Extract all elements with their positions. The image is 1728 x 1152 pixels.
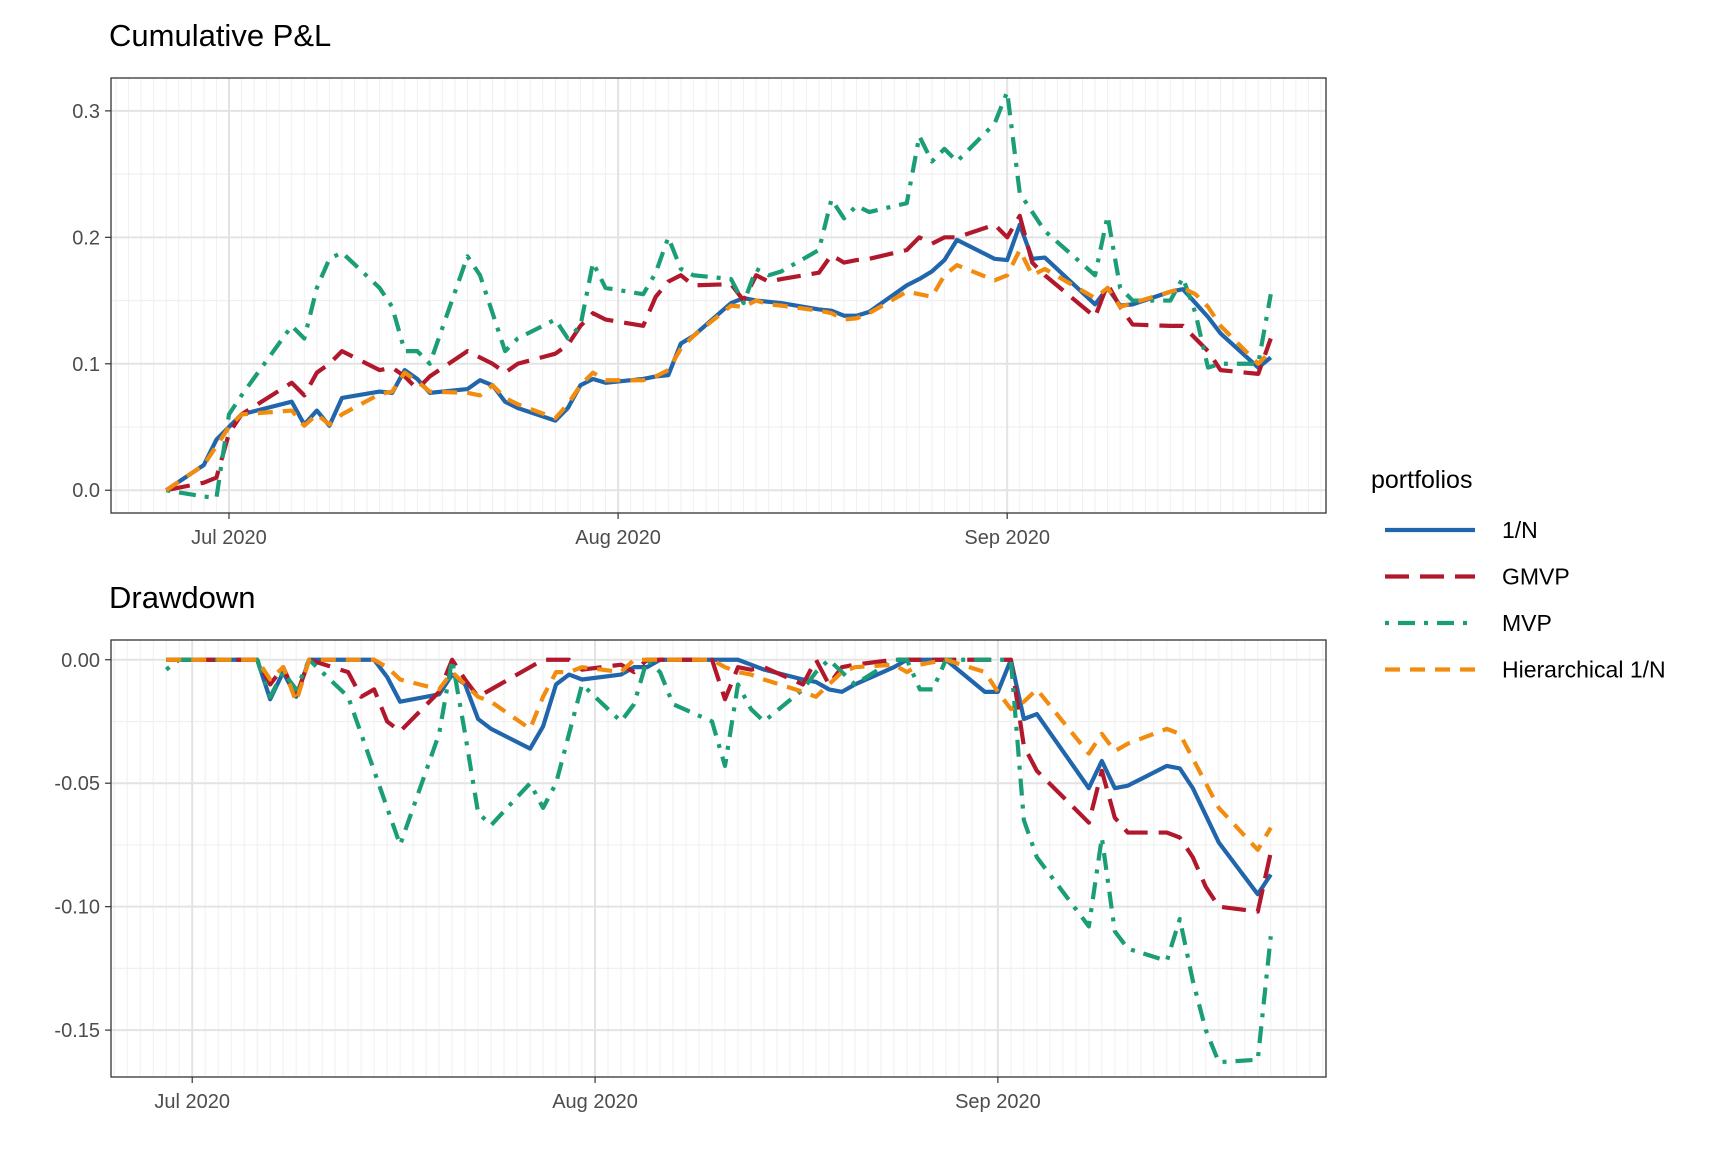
legend-label: GMVP bbox=[1502, 564, 1570, 590]
x-tick-label: Jul 2020 bbox=[154, 1091, 230, 1113]
panel-title: Drawdown bbox=[109, 580, 255, 615]
series-line bbox=[165, 222, 1273, 492]
series-line bbox=[164, 657, 1273, 1065]
x-tick-label: Aug 2020 bbox=[552, 1091, 638, 1113]
series-line bbox=[165, 89, 1273, 500]
legend-label: MVP bbox=[1502, 610, 1552, 636]
panel-border bbox=[110, 639, 1327, 1078]
y-tick-label: -0.05 bbox=[54, 773, 100, 795]
legend-label: 1/N bbox=[1502, 517, 1538, 543]
series-line bbox=[166, 657, 1273, 852]
y-tick-label: 0.3 bbox=[72, 101, 100, 123]
y-tick-label: 0.1 bbox=[72, 354, 100, 376]
y-tick-label: -0.15 bbox=[54, 1020, 100, 1042]
y-tick-label: 0.0 bbox=[72, 480, 100, 502]
series-line bbox=[165, 247, 1273, 492]
y-tick-label: -0.10 bbox=[54, 897, 100, 919]
panel-border bbox=[110, 77, 1327, 514]
series-line bbox=[166, 657, 1273, 914]
x-tick-label: Jul 2020 bbox=[191, 527, 267, 549]
panel-title: Cumulative P&L bbox=[109, 18, 331, 53]
series-line bbox=[165, 213, 1273, 493]
legend-label: Hierarchical 1/N bbox=[1502, 657, 1666, 683]
y-tick-label: 0.2 bbox=[72, 227, 100, 249]
x-tick-label: Sep 2020 bbox=[955, 1091, 1041, 1113]
y-tick-label: 0.00 bbox=[61, 650, 100, 672]
legend-title: portfolios bbox=[1371, 466, 1472, 494]
x-tick-label: Sep 2020 bbox=[964, 527, 1050, 549]
x-tick-label: Aug 2020 bbox=[575, 527, 661, 549]
